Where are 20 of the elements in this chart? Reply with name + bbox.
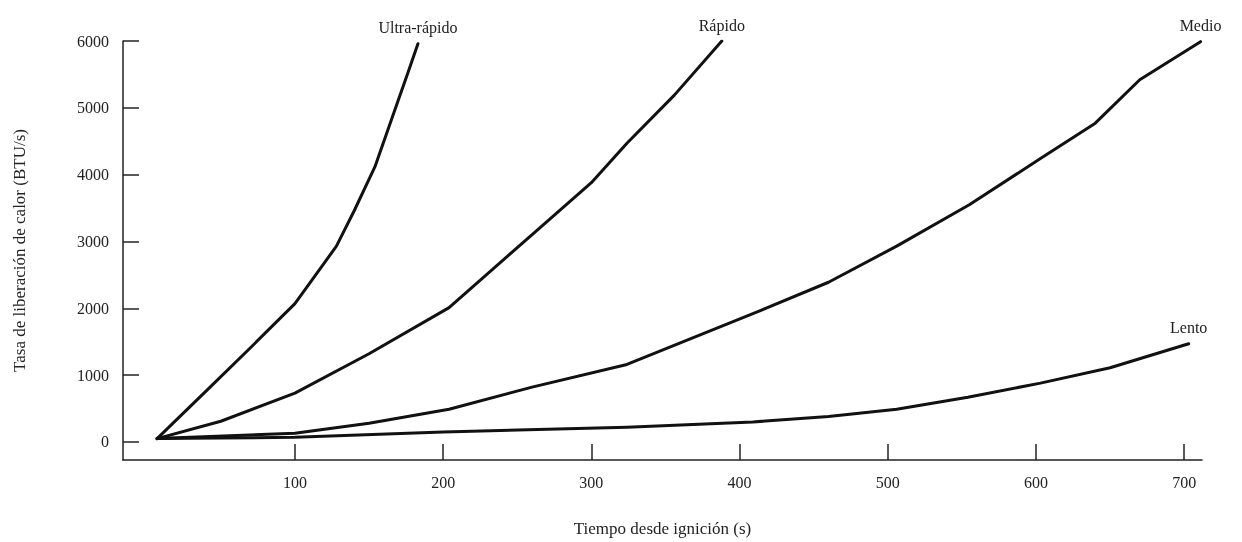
x-axis-title: Tiempo desde ignición (s): [573, 519, 752, 538]
y-tick-label: 6000: [77, 32, 109, 50]
y-tick-label: 4000: [77, 166, 109, 184]
y-tick-label: 1000: [77, 366, 109, 384]
x-tick-label: 100: [282, 473, 307, 491]
series-label: Ultra-rápido: [378, 19, 458, 38]
x-tick-label: 200: [431, 473, 456, 491]
series-label: Lento: [1170, 319, 1208, 337]
series-label: Medio: [1179, 17, 1222, 35]
y-tick-label: 2000: [77, 299, 109, 317]
x-tick-label: 700: [1172, 473, 1197, 491]
y-tick-label: 3000: [77, 232, 109, 250]
y-tick-label: 0: [101, 433, 109, 451]
series-label: Rápido: [698, 16, 745, 35]
x-tick-label: 400: [727, 473, 752, 491]
y-tick-label: 5000: [77, 99, 109, 117]
x-tick-label: 300: [579, 473, 604, 491]
x-tick-label: 500: [875, 473, 900, 491]
y-axis-title: Tasa de liberación de calor (BTU/s): [10, 129, 29, 372]
x-tick-label: 600: [1024, 473, 1048, 491]
